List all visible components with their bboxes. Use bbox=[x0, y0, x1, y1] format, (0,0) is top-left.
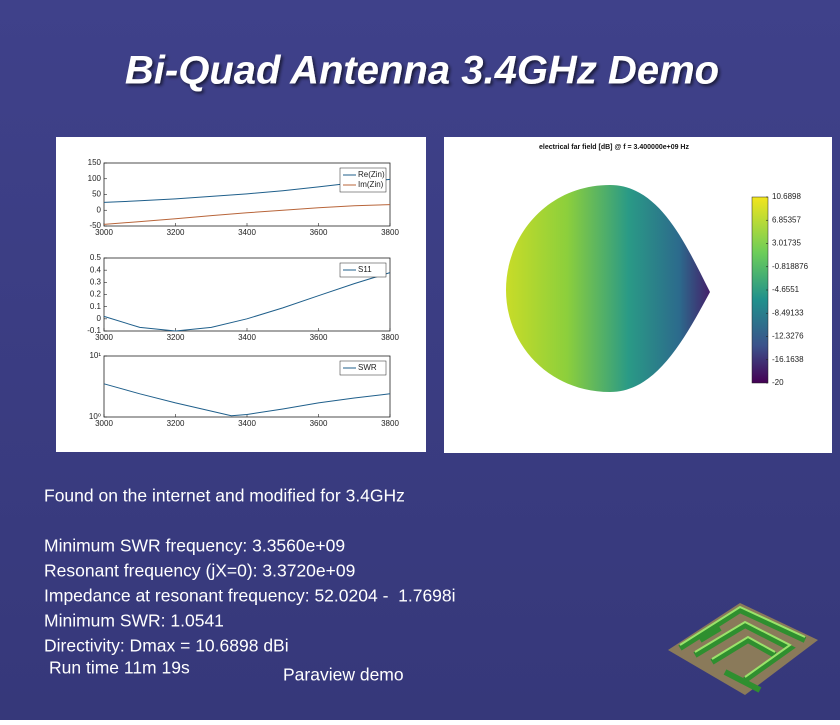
note-line: Minimum SWR frequency: 3.3560e+09 bbox=[44, 536, 345, 556]
note-line: Run time 11m 19s bbox=[49, 658, 190, 678]
colorbar bbox=[751, 196, 769, 384]
colorbar-label: 10.6898 bbox=[772, 192, 801, 201]
y-tick-label: 150 bbox=[88, 158, 102, 167]
y-tick-label: 0.2 bbox=[90, 290, 102, 299]
x-tick-label: 3000 bbox=[95, 228, 113, 237]
y-tick-label: 0.5 bbox=[90, 253, 102, 262]
x-tick-label: 3800 bbox=[381, 228, 399, 237]
y-tick-label: 100 bbox=[88, 174, 102, 183]
legend-label: Re(Zin) bbox=[358, 170, 385, 179]
farfield-pattern bbox=[506, 185, 710, 392]
legend-label: Im(Zin) bbox=[358, 180, 384, 189]
series-line bbox=[103, 272, 391, 332]
y-tick-label: -50 bbox=[89, 221, 101, 230]
colorbar-label: -0.818876 bbox=[772, 262, 809, 271]
colorbar-label: -8.49133 bbox=[772, 308, 804, 317]
caption: Paraview demo bbox=[283, 665, 404, 685]
legend bbox=[339, 360, 387, 376]
slide-title: Bi-Quad Antenna 3.4GHz Demo bbox=[125, 49, 719, 93]
maze-logo bbox=[668, 603, 818, 695]
colorbar-label: -12.3276 bbox=[772, 332, 804, 341]
x-tick-label: 3600 bbox=[310, 228, 328, 237]
y-tick-label: 10⁰ bbox=[89, 412, 101, 421]
legend bbox=[339, 262, 387, 278]
series-line bbox=[103, 383, 391, 417]
note-line: Impedance at resonant frequency: 52.0204… bbox=[44, 586, 456, 606]
y-tick-label: -0.1 bbox=[87, 326, 101, 335]
x-tick-label: 3200 bbox=[167, 333, 185, 342]
y-tick-label: 0.1 bbox=[90, 302, 102, 311]
y-tick-label: 0.3 bbox=[90, 277, 102, 286]
colorbar-label: 3.01735 bbox=[772, 239, 801, 248]
y-tick-label: 0 bbox=[97, 205, 102, 214]
y-tick-label: 50 bbox=[92, 190, 101, 199]
colorbar-label: -20 bbox=[772, 378, 784, 387]
x-tick-label: 3800 bbox=[381, 419, 399, 428]
x-tick-label: 3200 bbox=[167, 419, 185, 428]
series-line bbox=[103, 204, 391, 225]
x-tick-label: 3400 bbox=[238, 333, 256, 342]
x-tick-label: 3800 bbox=[381, 333, 399, 342]
note-line: Resonant frequency (jX=0): 3.3720e+09 bbox=[44, 561, 355, 581]
note-line: Found on the internet and modified for 3… bbox=[44, 486, 405, 506]
y-tick-label: 0.4 bbox=[90, 265, 102, 274]
x-tick-label: 3600 bbox=[310, 333, 328, 342]
colorbar-label: 6.85357 bbox=[772, 215, 801, 224]
colorbar-label: -16.1638 bbox=[772, 355, 804, 364]
farfield-title: electrical far field [dB] @ f = 3.400000… bbox=[539, 144, 690, 151]
note-line: Directivity: Dmax = 10.6898 dBi bbox=[44, 636, 289, 656]
x-tick-label: 3400 bbox=[238, 419, 256, 428]
y-tick-label: 10¹ bbox=[89, 351, 101, 360]
y-tick-label: 0 bbox=[97, 314, 102, 323]
legend bbox=[339, 167, 387, 193]
x-tick-label: 3000 bbox=[95, 333, 113, 342]
x-tick-label: 3600 bbox=[310, 419, 328, 428]
x-tick-label: 3000 bbox=[95, 419, 113, 428]
legend-label: S11 bbox=[358, 265, 372, 274]
note-line: Minimum SWR: 1.0541 bbox=[44, 611, 224, 631]
x-tick-label: 3200 bbox=[167, 228, 185, 237]
legend-label: SWR bbox=[358, 363, 377, 372]
colorbar-label: -4.6551 bbox=[772, 285, 800, 294]
x-tick-label: 3400 bbox=[238, 228, 256, 237]
